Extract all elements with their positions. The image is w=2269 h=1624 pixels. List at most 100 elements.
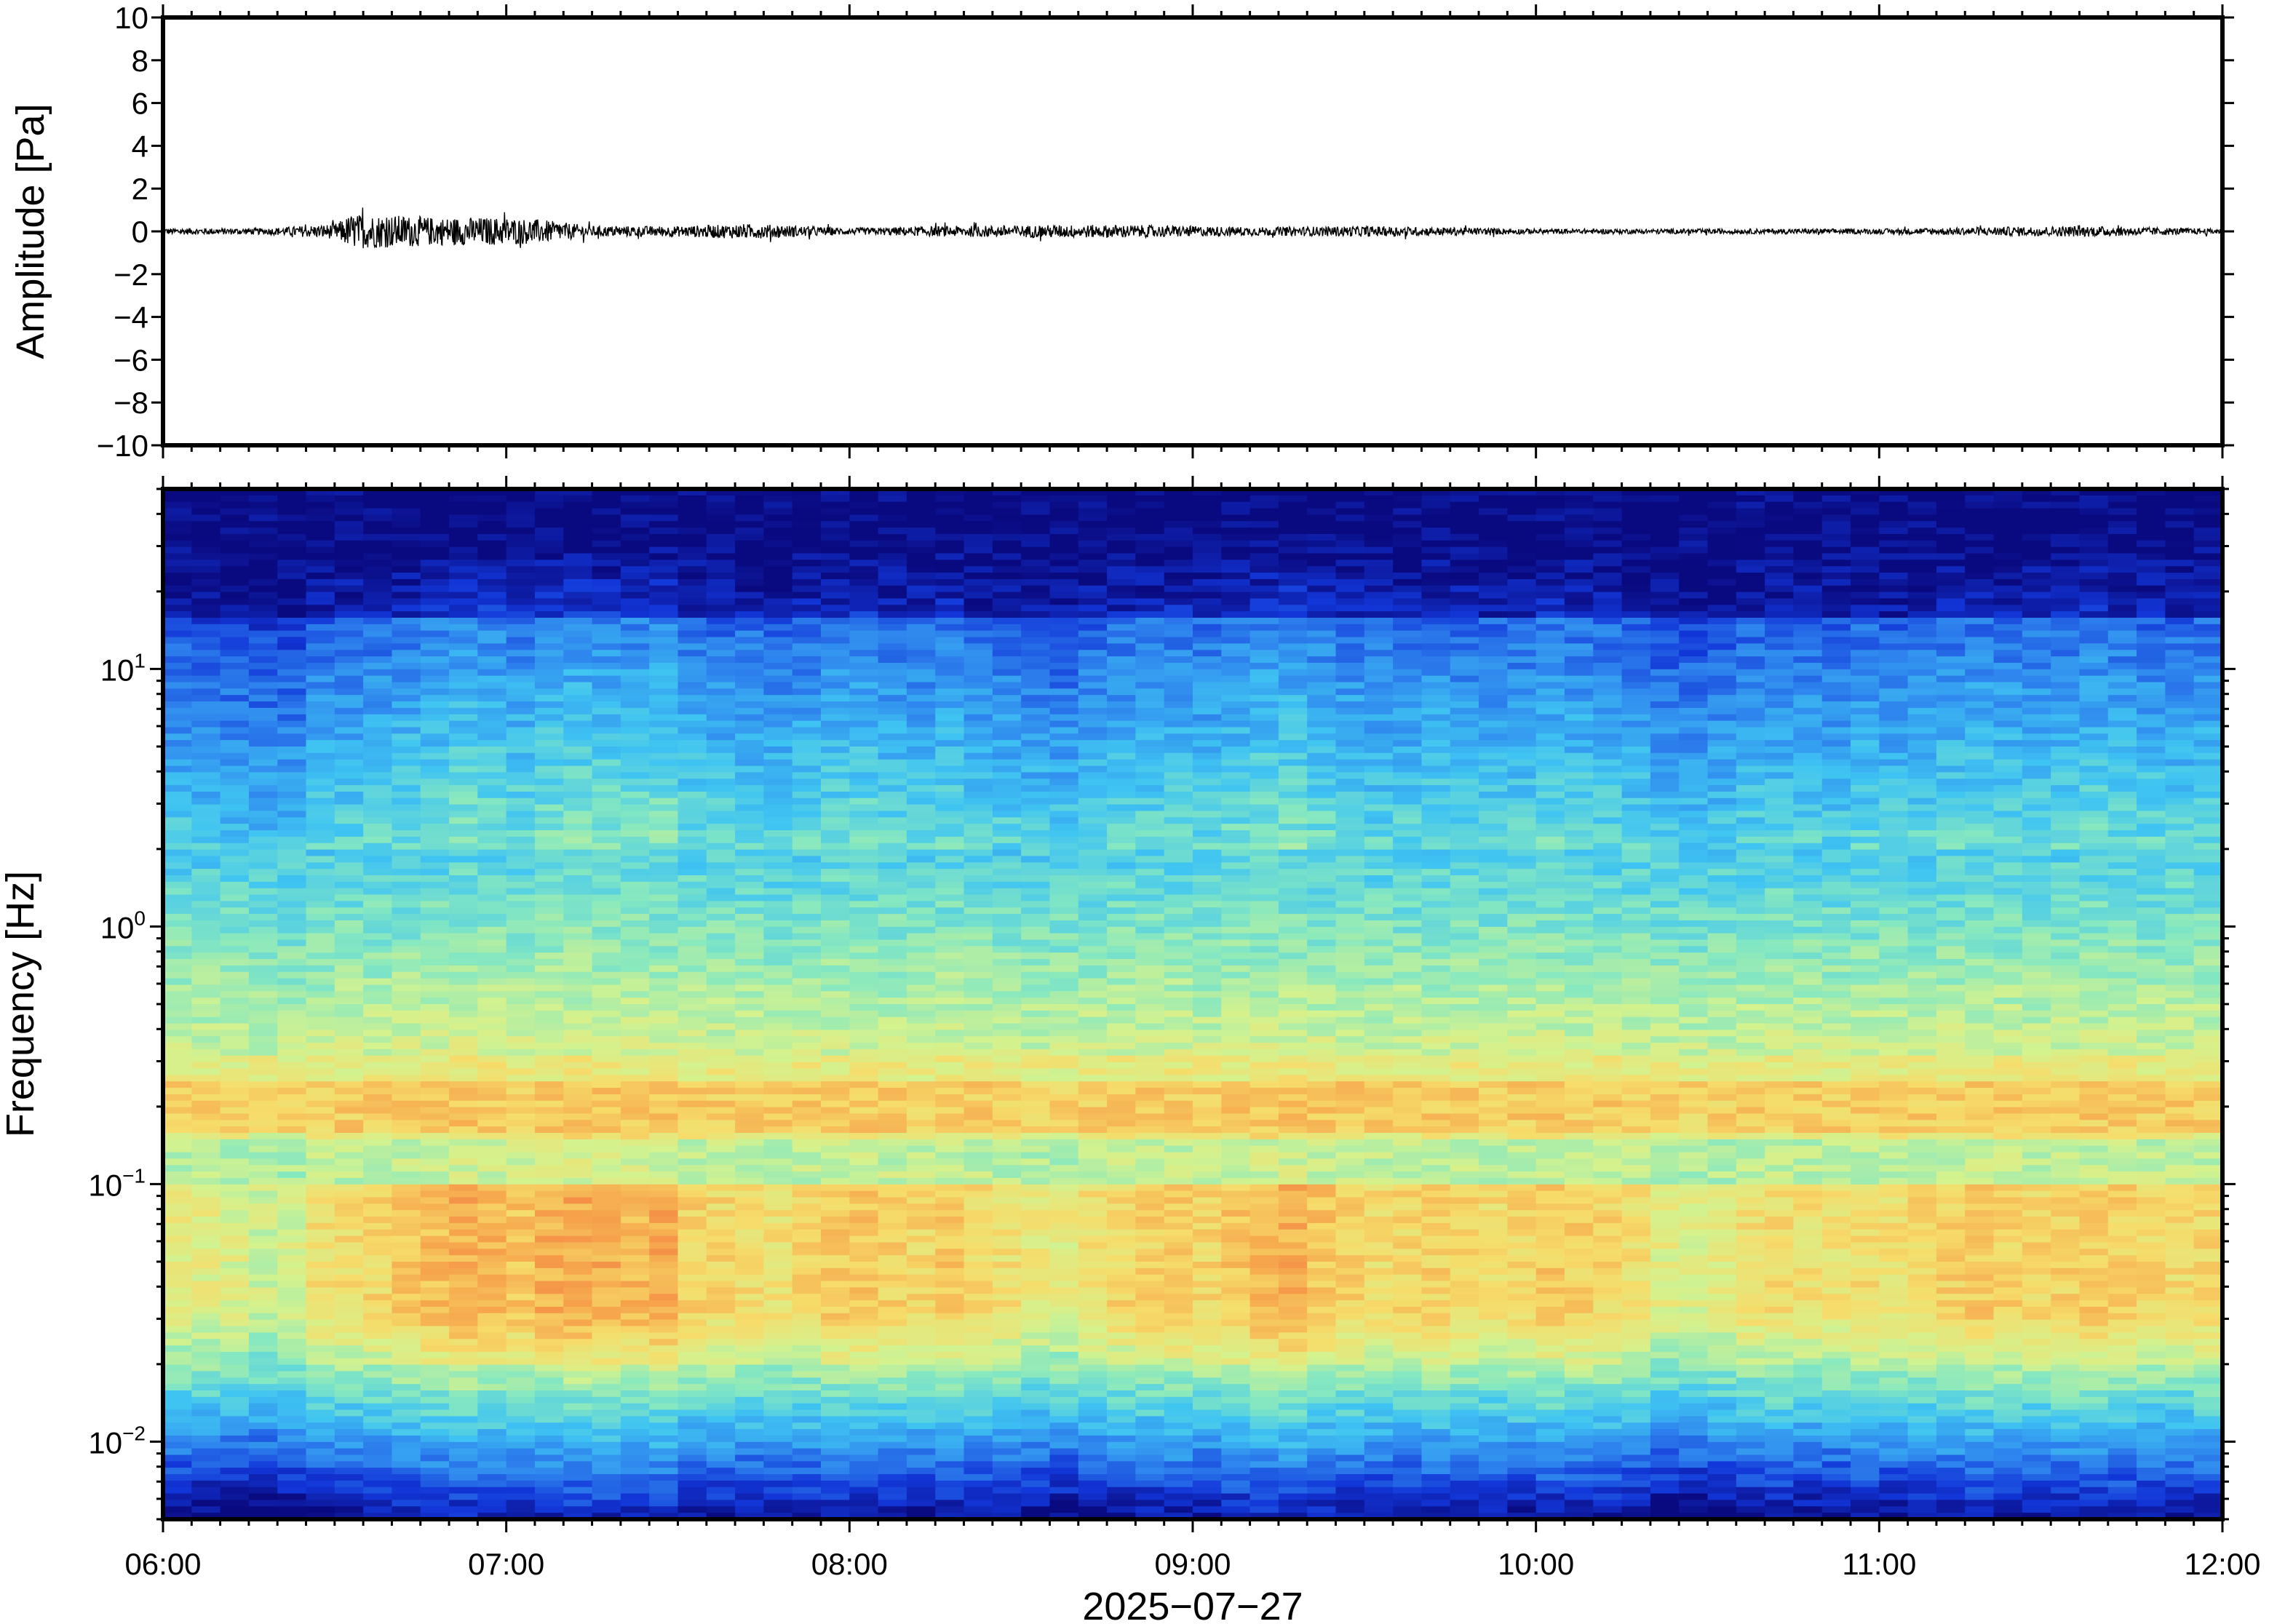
spectrogram-cell xyxy=(677,495,707,503)
spectrogram-cell xyxy=(620,682,650,690)
spectrogram-cell xyxy=(420,1364,450,1372)
spectrogram-cell xyxy=(306,566,335,573)
spectrogram-cell xyxy=(792,508,822,516)
spectrogram-cell xyxy=(277,747,307,754)
spectrogram-cell xyxy=(735,1345,765,1353)
spectrogram-cell xyxy=(449,1384,479,1391)
spectrogram-cell xyxy=(963,650,993,657)
spectrogram-cell xyxy=(334,1306,364,1314)
spectrogram-cell xyxy=(363,1351,393,1359)
spectrogram-cell xyxy=(191,811,221,819)
spectrogram-cell xyxy=(821,1036,851,1043)
spectrogram-cell xyxy=(449,1158,479,1166)
spectrogram-cell xyxy=(449,688,479,696)
spectrogram-cell xyxy=(506,1126,536,1134)
spectrogram-cell xyxy=(306,1345,335,1353)
spectrogram-cell xyxy=(592,785,621,792)
spectrogram-cell xyxy=(248,862,279,869)
spectrogram-cell xyxy=(477,1371,507,1379)
spectrogram-cell xyxy=(534,1100,565,1108)
spectrogram-cell xyxy=(878,1088,907,1095)
spectrogram-cell xyxy=(706,1229,736,1237)
spectrogram-cell xyxy=(420,1126,450,1134)
spectrogram-cell xyxy=(220,1262,250,1269)
spectrogram-cell xyxy=(191,1403,221,1411)
spectrogram-cell xyxy=(935,1371,965,1379)
spectrogram-cell xyxy=(649,984,679,992)
spectrogram-cell xyxy=(534,1088,565,1095)
spectrogram-cell xyxy=(163,1384,193,1391)
spectrogram-cell xyxy=(163,971,193,979)
spectrogram-cell xyxy=(248,585,279,593)
spectrogram-cell xyxy=(878,727,907,735)
spectrogram-cell xyxy=(935,682,965,690)
spectrogram-cell xyxy=(334,811,364,819)
spectrogram-cell xyxy=(534,1152,565,1160)
spectrogram-cell xyxy=(763,553,793,561)
spectrogram-cell xyxy=(477,675,507,683)
spectrogram-cell xyxy=(277,843,307,851)
spectrogram-cell xyxy=(334,533,364,541)
spectrogram-cell xyxy=(878,1468,907,1475)
spectrogram-cell xyxy=(534,733,565,741)
spectrogram-cell xyxy=(248,618,279,625)
spectrogram-cell xyxy=(763,1274,793,1282)
spectrogram-cell xyxy=(449,1351,479,1359)
spectrogram-cell xyxy=(963,1339,993,1346)
spectrogram-cell xyxy=(935,1139,965,1147)
spectrogram-cell xyxy=(506,1371,536,1379)
spectrogram-cell xyxy=(878,1158,907,1166)
spectrogram-cell xyxy=(935,1294,965,1301)
spectrogram-cell xyxy=(878,560,907,567)
spectrogram-cell xyxy=(992,926,1022,934)
spectrogram-cell xyxy=(334,675,364,683)
spectrogram-cell xyxy=(620,733,650,741)
spectrogram-cell xyxy=(563,1390,593,1398)
spectrogram-cell xyxy=(420,1004,450,1011)
spectrogram-cell xyxy=(592,901,621,909)
spectrogram-cell xyxy=(534,707,565,715)
spectrogram-cell xyxy=(792,605,822,612)
spectrogram-cell xyxy=(363,1422,393,1430)
spectrogram-cell xyxy=(992,566,1022,573)
spectrogram-cell xyxy=(849,618,879,625)
spectrogram-cell xyxy=(306,1480,335,1488)
spectrogram-cell xyxy=(906,1023,937,1031)
spectrogram-cell xyxy=(821,740,851,747)
spectrogram-cell xyxy=(906,817,937,824)
spectrogram-cell xyxy=(477,662,507,670)
spectrogram-cell xyxy=(363,585,393,593)
spectrogram-cell xyxy=(763,1468,793,1475)
spectrogram-cell xyxy=(277,1351,307,1359)
spectrogram-cell xyxy=(821,836,851,844)
spectrogram-cell xyxy=(477,1390,507,1398)
spectrogram-cell xyxy=(677,1384,707,1391)
spectrogram-cell xyxy=(534,1165,565,1172)
spectrogram-cell xyxy=(620,1294,650,1301)
spectrogram-cell xyxy=(506,514,536,522)
spectrogram-cell xyxy=(420,1120,450,1127)
spectrogram-cell xyxy=(763,959,793,966)
spectrogram-cell xyxy=(449,1107,479,1115)
spectrogram-cell xyxy=(392,1486,421,1494)
spectrogram-cell xyxy=(392,765,421,773)
spectrogram-cell xyxy=(992,675,1022,683)
spectrogram-cell xyxy=(220,1235,250,1243)
spectrogram-cell xyxy=(163,1500,193,1508)
spectrogram-cell xyxy=(220,849,250,857)
spectrogram-cell xyxy=(191,1229,221,1237)
spectrogram-cell xyxy=(763,1152,793,1160)
spectrogram-cell xyxy=(878,747,907,754)
spectrogram-cell xyxy=(963,1048,993,1056)
spectrogram-cell xyxy=(849,592,879,600)
spectrogram-cell xyxy=(449,1255,479,1262)
spectrogram-cell xyxy=(792,1416,822,1424)
spectrogram-cell xyxy=(534,888,565,896)
spectrogram-cell xyxy=(477,695,507,702)
spectrogram-cell xyxy=(677,1429,707,1436)
spectrogram-cell xyxy=(763,1088,793,1095)
spectrogram-cell xyxy=(534,1371,565,1379)
spectrogram-cell xyxy=(334,1267,364,1275)
spectrogram-cell xyxy=(878,1493,907,1501)
spectrogram-cell xyxy=(420,727,450,735)
